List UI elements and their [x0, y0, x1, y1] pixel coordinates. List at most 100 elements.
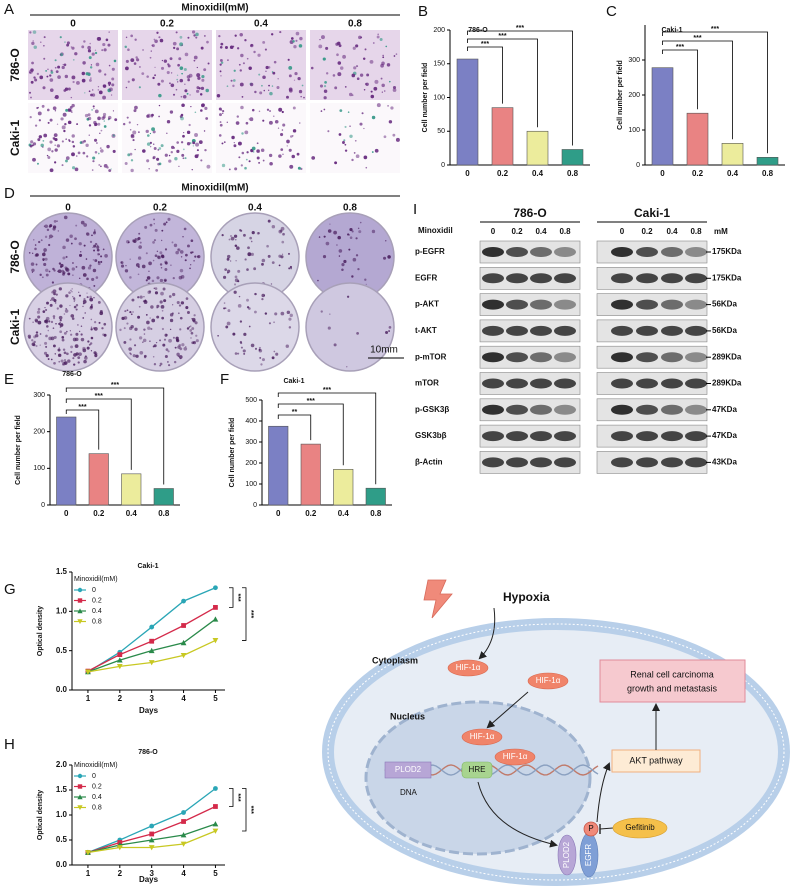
blot-band — [661, 352, 683, 363]
x-tick-label: 4 — [181, 694, 186, 703]
cell-dot — [29, 115, 32, 119]
cell-dot — [256, 149, 260, 153]
cell-dot — [61, 140, 64, 143]
cell-dot — [124, 45, 127, 49]
cell-dot — [362, 57, 366, 61]
y-tick-label: 0 — [441, 162, 445, 169]
colony-dot — [69, 304, 71, 307]
cell-dot — [196, 89, 200, 93]
cell-dot — [130, 168, 134, 173]
colony-dot — [162, 343, 166, 347]
colony-dot — [273, 321, 275, 324]
cell-dot — [273, 60, 277, 64]
colony-dot — [63, 351, 67, 355]
inhibition-line — [599, 827, 614, 830]
blot-band — [530, 404, 552, 415]
data-point — [213, 804, 218, 809]
blot-band — [685, 431, 707, 442]
blot-band — [482, 404, 504, 415]
colony-dot — [257, 232, 260, 235]
significance-label: *** — [676, 44, 684, 51]
cell-dot — [363, 127, 365, 130]
cell-dot — [181, 72, 183, 75]
blot-band — [611, 273, 633, 284]
cell-dot — [269, 110, 271, 112]
blot-band — [506, 352, 528, 363]
arrow — [596, 762, 611, 823]
cell-dot — [76, 155, 78, 157]
colony-dot — [337, 235, 341, 240]
size-label: 47KDa — [712, 431, 737, 440]
colony-dot — [132, 354, 136, 358]
colony-dot — [156, 276, 160, 280]
cell-dot — [382, 56, 385, 59]
cell-dot — [337, 61, 342, 65]
cell-dot — [34, 78, 38, 82]
cell-dot — [370, 90, 373, 93]
cell-dot — [196, 66, 198, 69]
cell-dot — [218, 35, 221, 38]
y-tick-label: 1.0 — [56, 810, 68, 819]
cell-dot — [146, 159, 150, 163]
colony-dot — [44, 235, 48, 239]
cell-dot — [263, 89, 266, 92]
colony-dot — [87, 266, 92, 270]
cell-dot — [92, 160, 95, 163]
colony-dot — [355, 237, 358, 240]
colony-dot — [251, 231, 255, 235]
cell-dot — [86, 155, 89, 158]
cell-dot — [59, 36, 62, 39]
colony-dot — [46, 228, 50, 232]
blot-band — [530, 325, 552, 336]
cell-dot — [170, 83, 175, 88]
size-label: 175KDa — [712, 247, 742, 256]
colony-dot — [190, 264, 192, 266]
colony-dot — [102, 248, 105, 251]
y-tick-label: 200 — [33, 429, 45, 436]
cell-dot — [175, 31, 178, 34]
cell-dot — [376, 35, 380, 39]
colony-dot — [71, 267, 75, 271]
cell-dot — [102, 95, 107, 100]
colony-dot — [259, 356, 262, 359]
cell-dot — [134, 38, 137, 41]
colony-dot — [52, 327, 55, 329]
cell-dot — [105, 38, 109, 42]
cell-dot — [29, 144, 33, 148]
colony-dot — [237, 352, 240, 355]
cell-dot — [364, 48, 367, 51]
cell-dot — [374, 148, 379, 153]
cell-dot — [88, 90, 91, 93]
cell-dot — [92, 156, 96, 160]
colony-dot — [90, 318, 93, 321]
cell-dot — [46, 154, 49, 157]
blot-band — [661, 431, 683, 442]
cell-dot — [234, 167, 238, 171]
cell-dot — [276, 85, 280, 90]
significance-label: *** — [95, 393, 103, 400]
cell-dot — [65, 159, 68, 163]
cell-dot — [108, 31, 110, 33]
cell-dot — [239, 82, 244, 87]
colony-dot — [45, 345, 48, 348]
cell-dot — [36, 72, 40, 76]
cell-dot — [30, 96, 32, 99]
cell-dot — [177, 81, 179, 83]
significance-label: *** — [498, 33, 506, 40]
cell-dot — [201, 103, 205, 107]
colony-dot — [65, 255, 68, 258]
cell-dot — [395, 53, 398, 55]
cell-dot — [287, 58, 290, 61]
cell-dot — [389, 80, 391, 83]
colony-dot — [176, 352, 180, 357]
colony-dot — [159, 278, 164, 283]
colony-dot — [78, 277, 81, 280]
data-point — [212, 616, 219, 622]
micrograph — [310, 103, 400, 173]
colony-dot — [47, 358, 50, 360]
colony-dot — [164, 268, 168, 271]
gene-box — [384, 761, 432, 779]
cell-dot — [256, 156, 260, 160]
micrograph — [122, 103, 212, 173]
colony-dot — [347, 233, 350, 236]
